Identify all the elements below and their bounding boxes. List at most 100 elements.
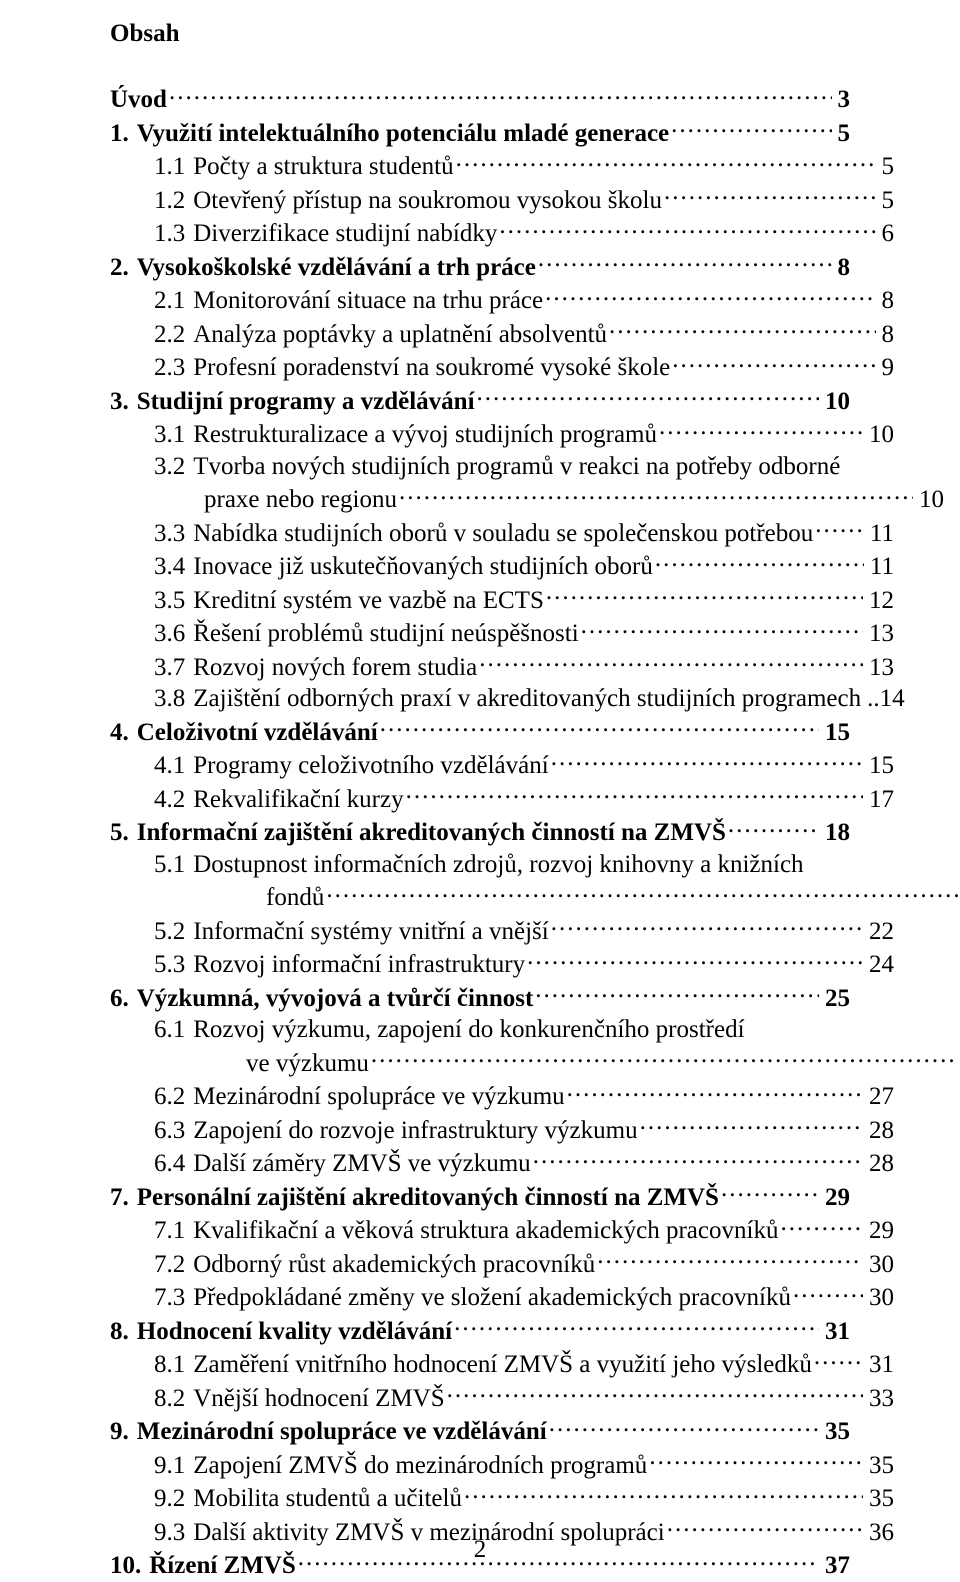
- toc-entry-label: Zaměření vnitřního hodnocení ZMVŠ a využ…: [193, 1349, 812, 1381]
- toc-leader: [649, 1448, 863, 1473]
- toc-entry-num: 8.1: [154, 1349, 193, 1381]
- toc-leader: [169, 82, 832, 107]
- toc-entry-page: 17: [863, 784, 894, 816]
- toc-entry-label: Studijní programy a vzdělávání: [137, 386, 475, 418]
- toc-leader: [499, 216, 875, 241]
- toc-entry-num: 2.1: [154, 285, 193, 317]
- toc-entry-wrap: fondů18: [110, 880, 960, 914]
- toc-leader: [597, 1247, 863, 1272]
- toc-entry: 6.4Další záměry ZMVŠ ve výzkumu28: [110, 1146, 894, 1180]
- toc-entry: Úvod3: [110, 82, 850, 116]
- toc-entry: 1.Využití intelektuálního potenciálu mla…: [110, 116, 850, 150]
- toc-entry-label: Otevřený přístup na soukromou vysokou šk…: [193, 185, 662, 217]
- toc-leader: [538, 250, 832, 275]
- toc-entry-num: 4.1: [154, 750, 193, 782]
- toc-entry-num: 6.2: [154, 1081, 193, 1113]
- toc-entry-label: Kvalifikační a věková struktura akademic…: [193, 1215, 778, 1247]
- toc-entry-num: 1.2: [154, 185, 193, 217]
- toc-entry-page: 30: [863, 1282, 894, 1314]
- toc-entry-num: 2.: [110, 252, 137, 284]
- toc-entry-num: 7.: [110, 1182, 137, 1214]
- toc-entry-label: Hodnocení kvality vzdělávání: [137, 1316, 452, 1348]
- toc-entry: 5.Informační zajištění akreditovaných či…: [110, 815, 850, 849]
- toc-entry-label: Personální zajištění akreditovaných činn…: [137, 1182, 719, 1214]
- toc-entry-label: Nabídka studijních oborů v souladu se sp…: [193, 518, 813, 550]
- toc-leader: [721, 1180, 819, 1205]
- toc-entry-num: 6.: [110, 983, 137, 1015]
- toc-entry-num: 4.: [110, 717, 137, 749]
- toc-leader: [477, 384, 819, 409]
- toc-leader: [533, 1146, 863, 1171]
- toc-entry-page: 11: [864, 518, 894, 550]
- toc-entry-num: 6.1: [154, 1014, 193, 1046]
- toc-entry-page: 24: [863, 949, 894, 981]
- toc-entry-label: Kreditní systém ve vazbě na ECTS: [193, 585, 544, 617]
- toc-entry: 3.2Tvorba nových studijních programů v r…: [110, 451, 894, 483]
- toc-entry-label: Analýza poptávky a uplatnění absolventů: [193, 319, 607, 351]
- toc-entry-num: 3.1: [154, 419, 193, 451]
- toc-entry-num: 3.6: [154, 618, 193, 650]
- toc-leader: [546, 583, 863, 608]
- toc-entry-num: 1.1: [154, 151, 193, 183]
- toc-leader: [454, 1314, 819, 1339]
- toc-leader: [479, 650, 863, 675]
- toc-entry-num: 3.3: [154, 518, 193, 550]
- toc-entry-label: Diverzifikace studijní nabídky: [193, 218, 497, 250]
- toc-entry-num: 3.8: [154, 683, 193, 715]
- toc-leader: [399, 482, 913, 507]
- toc-entry-label: Využití intelektuálního potenciálu mladé…: [137, 118, 669, 150]
- toc-entry-label: Inovace již uskutečňovaných studijních o…: [193, 551, 653, 583]
- toc-entry: 7.Personální zajištění akreditovaných či…: [110, 1180, 850, 1214]
- toc-leader: [728, 815, 819, 840]
- toc-entry: 2.2Analýza poptávky a uplatnění absolven…: [110, 317, 894, 351]
- toc-entry-page: 29: [819, 1182, 850, 1214]
- toc-entry-label-wrap: fondů: [266, 882, 324, 914]
- toc-entry: 5.3Rozvoj informační infrastruktury 24: [110, 947, 894, 981]
- toc-entry-page: 35: [863, 1450, 894, 1482]
- toc-entry-page: 28: [863, 1148, 894, 1180]
- toc-entry-label: Monitorování situace na trhu práce: [193, 285, 543, 317]
- toc-leader: [567, 1079, 863, 1104]
- toc-entry: 8.2Vnější hodnocení ZMVŠ33: [110, 1381, 894, 1415]
- toc-entry-page: 11: [864, 551, 894, 583]
- toc-entry-num: 5.3: [154, 949, 193, 981]
- toc-entry-num: 9.1: [154, 1450, 193, 1482]
- toc-entry: 3.4Inovace již uskutečňovaných studijníc…: [110, 549, 894, 583]
- toc-entry: 2.1Monitorování situace na trhu práce8: [110, 283, 894, 317]
- toc-entry-label: Úvod: [110, 84, 167, 116]
- toc-entry-page: 18: [819, 817, 850, 849]
- toc-entry: 5.2Informační systémy vnitřní a vnější22: [110, 914, 894, 948]
- toc-entry-label: Předpokládané změny ve složení akademick…: [193, 1282, 791, 1314]
- toc-entry: 4.2Rekvalifikační kurzy17: [110, 782, 894, 816]
- toc-entry-label: Vysokoškolské vzdělávání a trh práce: [137, 252, 536, 284]
- toc-entry-page: 15: [819, 717, 850, 749]
- toc-leader: [640, 1113, 863, 1138]
- document-page: Obsah Úvod31.Využití intelektuálního pot…: [0, 0, 960, 1582]
- toc-entry-num: 4.2: [154, 784, 193, 816]
- toc-entry-num: 3.4: [154, 551, 193, 583]
- toc-entry-label: Odborný růst akademických pracovníků: [193, 1249, 595, 1281]
- toc-entry-page: 29: [863, 1215, 894, 1247]
- toc-leader: [326, 880, 960, 905]
- toc-heading: Obsah: [110, 20, 850, 48]
- toc-entry-wrap: ve výzkumu25: [110, 1046, 960, 1080]
- toc-entry-label: Rozvoj nových forem studia: [193, 652, 477, 684]
- toc-entry-page: 25: [819, 983, 850, 1015]
- toc-entry-page: 8: [876, 319, 895, 351]
- toc-leader: [655, 549, 864, 574]
- toc-entry-label: Rozvoj výzkumu, zapojení do konkurenčníh…: [193, 1014, 744, 1046]
- toc-leader: [609, 317, 875, 342]
- toc-entry-num: 3.7: [154, 652, 193, 684]
- toc-entry-label: Mezinárodní spolupráce ve výzkumu: [193, 1081, 564, 1113]
- toc-entry-num: 8.2: [154, 1383, 193, 1415]
- toc-entry: 7.2Odborný růst akademických pracovníků3…: [110, 1247, 894, 1281]
- toc-entry-label: Rozvoj informační infrastruktury: [193, 949, 525, 981]
- toc-entry-label-wrap: ve výzkumu: [246, 1048, 369, 1080]
- toc-entry-num: 5.2: [154, 916, 193, 948]
- toc-entry: 9.Mezinárodní spolupráce ve vzdělávání35: [110, 1414, 850, 1448]
- toc-entry-label: Restrukturalizace a vývoj studijních pro…: [193, 419, 657, 451]
- table-of-contents: Úvod31.Využití intelektuálního potenciál…: [110, 82, 850, 1582]
- toc-entry-page: 35: [863, 1483, 894, 1515]
- toc-entry-label: Informační systémy vnitřní a vnější: [193, 916, 548, 948]
- toc-leader: [371, 1046, 955, 1071]
